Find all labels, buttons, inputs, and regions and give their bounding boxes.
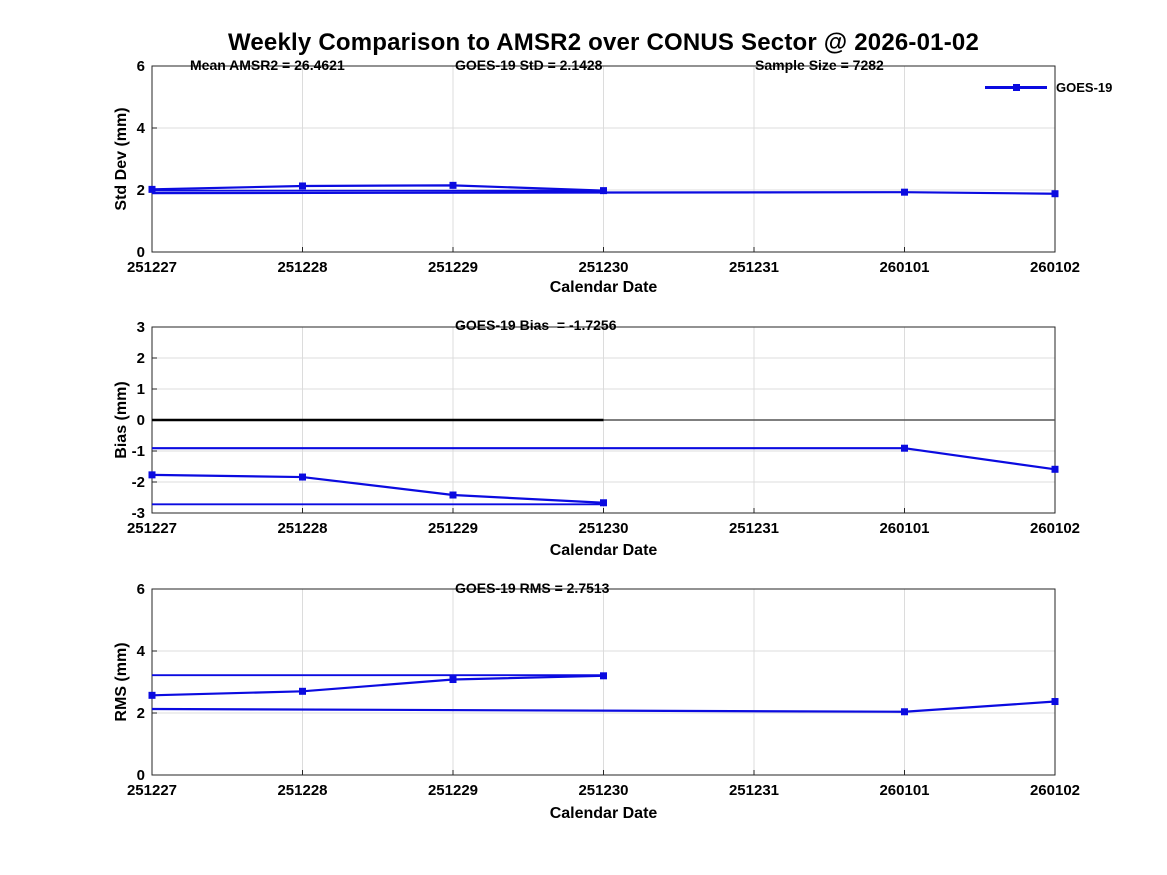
series-marker — [299, 182, 306, 190]
y-tick-label: 1 — [137, 381, 145, 398]
annotation-mean-amsr2: Mean AMSR2 = 26.4621 — [190, 57, 345, 73]
xlabel-std-dev: Calendar Date — [549, 279, 658, 296]
annotation-goes19-bias: GOES-19 Bias = -1.7256 — [455, 317, 617, 333]
y-tick-label: -3 — [132, 505, 145, 522]
y-tick-label: 0 — [137, 244, 145, 261]
y-tick-label: -1 — [132, 443, 145, 460]
x-tick-label: 251230 — [578, 520, 628, 537]
legend-label: GOES-19 — [1056, 80, 1113, 95]
series-line — [151, 191, 1056, 195]
x-tick-label: 251228 — [277, 259, 327, 276]
series-marker — [299, 473, 306, 481]
x-tick-label: 251230 — [578, 782, 628, 799]
annotation-goes19-rms: GOES-19 RMS = 2.7513 — [455, 580, 610, 596]
series-marker — [449, 181, 457, 189]
annotation-sample-size: Sample Size = 7282 — [755, 57, 884, 73]
x-tick-label: 251229 — [428, 782, 478, 799]
ylabel-std-dev: Std Dev (mm) — [113, 107, 130, 211]
series-line — [151, 674, 604, 697]
annotation-goes19-std: GOES-19 StD = 2.1428 — [455, 57, 603, 73]
series-marker — [449, 676, 457, 684]
x-tick-label: 251227 — [127, 520, 177, 537]
y-tick-label: 2 — [137, 182, 145, 199]
xlabel-bias: Calendar Date — [549, 542, 658, 559]
x-tick-label: 260101 — [879, 782, 929, 799]
y-tick-label: 4 — [137, 643, 146, 660]
ylabel-bias: Bias (mm) — [113, 381, 130, 459]
series-marker — [1051, 698, 1059, 706]
series-marker — [299, 687, 306, 695]
y-tick-label: 3 — [137, 319, 145, 336]
series-marker — [1051, 465, 1059, 473]
series-marker — [600, 499, 607, 507]
y-tick-label: 0 — [137, 412, 145, 429]
x-tick-label: 251229 — [428, 259, 478, 276]
x-tick-label: 260102 — [1030, 259, 1080, 276]
y-tick-label: 6 — [137, 581, 145, 598]
series-marker — [449, 491, 457, 499]
series-marker — [148, 185, 156, 193]
x-tick-label: 260102 — [1030, 782, 1080, 799]
y-tick-label: 6 — [137, 58, 145, 75]
legend-marker-icon — [1013, 84, 1020, 91]
x-tick-label: 251229 — [428, 520, 478, 537]
series-marker — [148, 471, 156, 479]
x-tick-label: 260101 — [879, 259, 929, 276]
x-tick-label: 251231 — [729, 259, 779, 276]
series-marker — [901, 708, 908, 716]
x-tick-label: 260102 — [1030, 520, 1080, 537]
series-marker — [148, 691, 156, 699]
x-tick-label: 251228 — [277, 782, 327, 799]
ylabel-rms: RMS (mm) — [113, 642, 130, 722]
x-tick-label: 251228 — [277, 520, 327, 537]
y-tick-label: 0 — [137, 767, 145, 784]
x-tick-label: 251227 — [127, 782, 177, 799]
figure-title: Weekly Comparison to AMSR2 over CONUS Se… — [227, 29, 980, 56]
y-tick-label: -2 — [132, 474, 145, 491]
series-marker — [901, 188, 908, 196]
series-marker — [1051, 190, 1059, 198]
x-tick-label: 251231 — [729, 520, 779, 537]
x-tick-label: 251231 — [729, 782, 779, 799]
series-marker — [901, 444, 908, 452]
x-tick-label: 260101 — [879, 520, 929, 537]
y-tick-label: 2 — [137, 705, 145, 722]
xlabel-rms: Calendar Date — [549, 805, 658, 822]
y-tick-label: 2 — [137, 350, 145, 367]
x-tick-label: 251230 — [578, 259, 628, 276]
y-tick-label: 4 — [137, 120, 146, 137]
x-tick-label: 251227 — [127, 259, 177, 276]
series-line — [151, 473, 604, 504]
series-line — [151, 184, 604, 192]
